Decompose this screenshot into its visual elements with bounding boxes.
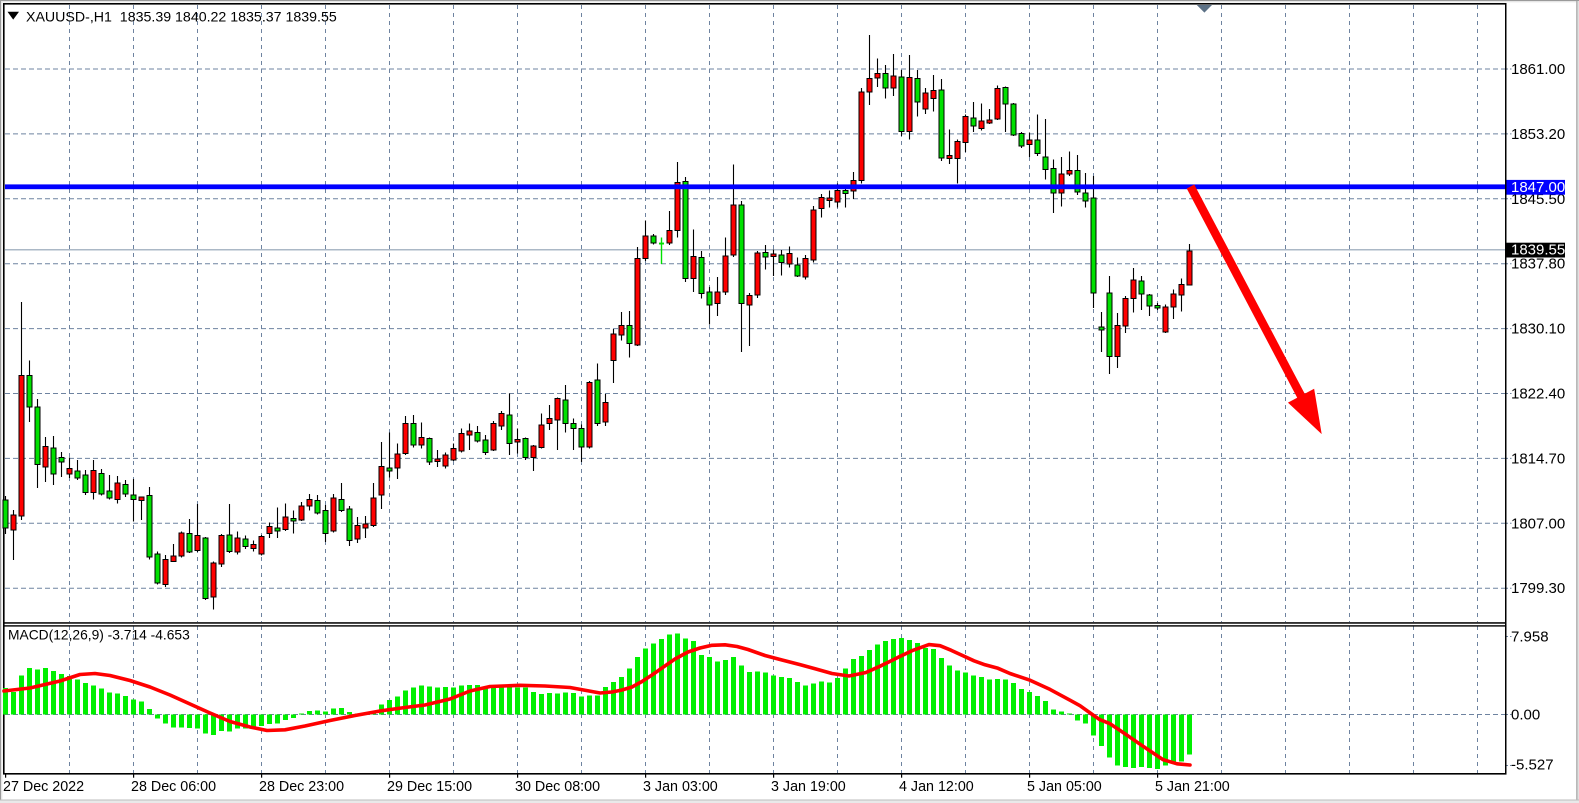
svg-text:0.00: 0.00 xyxy=(1511,707,1540,724)
svg-text:1799.30: 1799.30 xyxy=(1511,580,1565,597)
svg-text:29 Dec 15:00: 29 Dec 15:00 xyxy=(387,779,472,795)
svg-text:1822.40: 1822.40 xyxy=(1511,386,1565,403)
svg-text:1837.80: 1837.80 xyxy=(1511,256,1565,273)
svg-text:1807.00: 1807.00 xyxy=(1511,515,1565,532)
svg-text:28 Dec 06:00: 28 Dec 06:00 xyxy=(131,779,216,795)
svg-text:1839.55: 1839.55 xyxy=(1511,242,1565,259)
svg-text:3 Jan 03:00: 3 Jan 03:00 xyxy=(643,779,718,795)
svg-text:1853.20: 1853.20 xyxy=(1511,126,1565,143)
svg-text:1814.70: 1814.70 xyxy=(1511,450,1565,467)
svg-text:28 Dec 23:00: 28 Dec 23:00 xyxy=(259,779,344,795)
svg-text:3 Jan 19:00: 3 Jan 19:00 xyxy=(771,779,846,795)
svg-text:5 Jan 05:00: 5 Jan 05:00 xyxy=(1027,779,1102,795)
svg-text:1847.00: 1847.00 xyxy=(1511,179,1565,196)
svg-text:1845.50: 1845.50 xyxy=(1511,191,1565,208)
svg-text:4 Jan 12:00: 4 Jan 12:00 xyxy=(899,779,974,795)
svg-text:1830.10: 1830.10 xyxy=(1511,321,1565,338)
svg-text:MACD(12,26,9) -3.714 -4.653: MACD(12,26,9) -3.714 -4.653 xyxy=(8,628,190,643)
svg-text:-5.527: -5.527 xyxy=(1511,757,1554,774)
svg-text:1861.00: 1861.00 xyxy=(1511,61,1565,78)
svg-text:7.958: 7.958 xyxy=(1511,629,1549,646)
svg-text:30 Dec 08:00: 30 Dec 08:00 xyxy=(515,779,600,795)
svg-text:5 Jan 21:00: 5 Jan 21:00 xyxy=(1155,779,1230,795)
svg-text:27 Dec 2022: 27 Dec 2022 xyxy=(3,779,84,795)
svg-text:XAUUSD-,H1 1835.39 1840.22 18: XAUUSD-,H1 1835.39 1840.22 1835.37 1839.… xyxy=(26,10,337,26)
